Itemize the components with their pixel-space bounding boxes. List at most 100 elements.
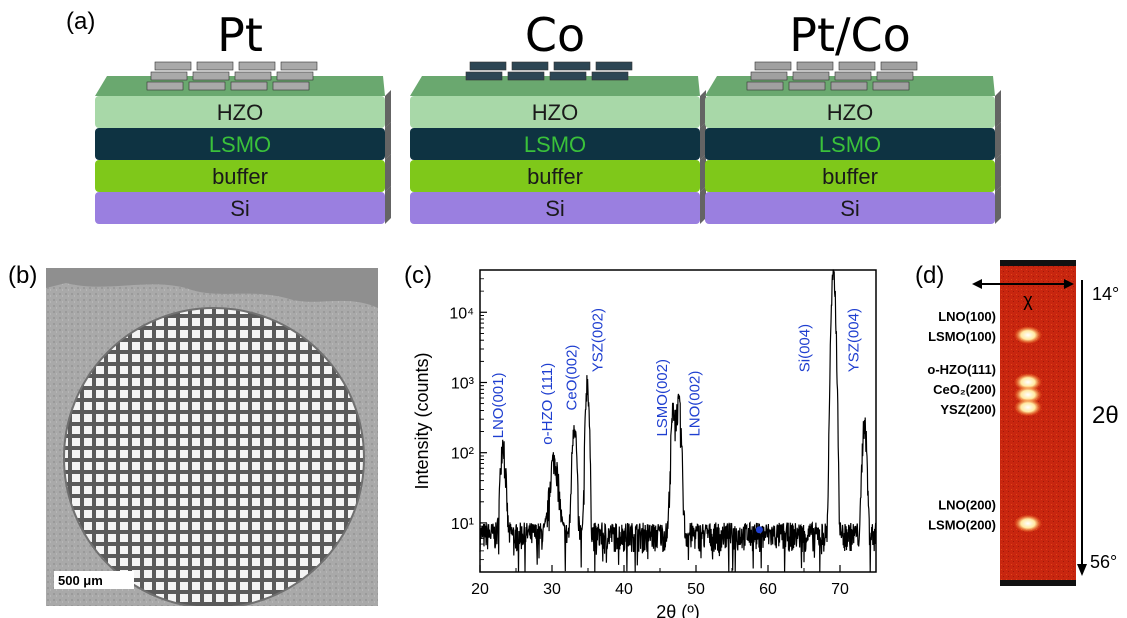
phase-label: LSMO(200) <box>928 517 996 532</box>
layer-label-buffer: buffer <box>822 164 878 189</box>
two-theta-label: 2θ <box>1092 402 1119 429</box>
stack-2: HZO LSMO buffer Si <box>705 61 1001 224</box>
layer-buffer <box>705 160 995 192</box>
panel-b: 500 μm <box>46 268 378 609</box>
x-axis-label: 2θ (º) <box>656 602 700 618</box>
electrode-pad <box>272 81 310 91</box>
electrode-pad <box>549 71 587 81</box>
detector-image <box>1000 260 1076 586</box>
electrode-pad <box>154 61 192 71</box>
electrode-pad <box>834 71 872 81</box>
phase-label: LNO(100) <box>938 309 996 324</box>
electrode-pad <box>788 81 826 91</box>
panel-a-label: (a) <box>66 8 96 35</box>
layer-lsmo <box>95 128 385 160</box>
xrd-signal <box>479 269 877 573</box>
peak-annotation: Si(004) <box>797 324 814 372</box>
stack-title-0: Pt <box>217 8 263 62</box>
electrode-pad <box>595 61 633 71</box>
electrode-pad <box>838 61 876 71</box>
electrode-pad <box>792 71 830 81</box>
layer-label-lsmo: LSMO <box>209 132 271 157</box>
electrode-pad <box>754 61 792 71</box>
layer-label-si: Si <box>545 196 565 221</box>
peak-annotation: LNO(001) <box>490 373 507 439</box>
y-tick-label: 10¹ <box>451 516 474 533</box>
layer-si <box>410 192 700 224</box>
layer-label-lsmo: LSMO <box>819 132 881 157</box>
panel-d-detector: LNO(100) LSMO(100) o-HZO(111) CeO₂(200) YSZ(… <box>927 260 1119 586</box>
panel-c-label: (c) <box>404 262 432 289</box>
electrode-pad <box>511 61 549 71</box>
layer-buffer <box>95 160 385 192</box>
x-tick-label: 30 <box>543 581 561 598</box>
electrode-pad <box>280 61 318 71</box>
x-tick-label: 40 <box>615 581 633 598</box>
electrode-pad <box>880 61 918 71</box>
data-marker <box>755 526 763 534</box>
x-tick-label: 60 <box>759 581 777 598</box>
layer-si <box>705 192 995 224</box>
top-angle-label: 14° <box>1092 284 1119 304</box>
diffraction-spot <box>1014 385 1042 404</box>
phase-label: LNO(200) <box>938 497 996 512</box>
electrode-pad <box>872 81 910 91</box>
plot-frame <box>479 269 877 573</box>
diffraction-spot <box>1014 326 1042 345</box>
phase-label: o-HZO(111) <box>927 362 996 377</box>
diffraction-spot <box>1014 514 1042 533</box>
electrode-pad <box>746 81 784 91</box>
electrode-pad <box>192 71 230 81</box>
layer-label-lsmo: LSMO <box>524 132 586 157</box>
electrode-pad <box>196 61 234 71</box>
x-tick-label: 50 <box>687 581 705 598</box>
layer-si <box>95 192 385 224</box>
electrode-pad <box>507 71 545 81</box>
layer-lsmo <box>410 128 700 160</box>
diffraction-spot <box>1014 373 1042 392</box>
y-tick-label: 10³ <box>451 375 475 392</box>
electrode-pad <box>188 81 226 91</box>
x-tick-label: 20 <box>471 581 489 598</box>
array-micrograph: 500 μm <box>46 268 378 609</box>
electrode-pad <box>591 71 629 81</box>
stack-title-1: Co <box>524 8 586 62</box>
electrode-pad <box>234 71 272 81</box>
stack-title-2: Pt/Co <box>789 8 911 62</box>
electrode-pad <box>830 81 868 91</box>
peak-annotation: CeO(002) <box>563 345 580 411</box>
stack-0: HZO LSMO buffer Si <box>95 61 391 224</box>
panel-a: Pt HZO LSMO buffer Si Co HZO LSMO buffer Si Pt/Co H… <box>0 0 1127 230</box>
peak-annotation: o-HZO (111) <box>539 363 556 445</box>
electrode-pad <box>230 81 268 91</box>
chi-label: χ <box>1023 290 1033 310</box>
xrd-chart: 20 30 40 50 60 70 10¹ 10² 10³ 10⁴ 2θ (º) Intensity … <box>412 269 877 618</box>
layer-label-hzo: HZO <box>217 100 263 125</box>
stack-1: HZO LSMO buffer Si <box>410 61 706 224</box>
layer-label-si: Si <box>230 196 250 221</box>
electrode-pad <box>150 71 188 81</box>
scale-bar-label: 500 μm <box>58 573 103 588</box>
y-tick-label: 10² <box>451 446 475 463</box>
layer-hzo <box>705 96 995 128</box>
layer-label-hzo: HZO <box>827 100 873 125</box>
peak-annotation: YSZ(004) <box>846 308 863 372</box>
electrode-pad <box>276 71 314 81</box>
electrode-pad <box>469 61 507 71</box>
electrode-pad <box>876 71 914 81</box>
bottom-angle-label: 56° <box>1090 552 1117 572</box>
electrode-pad <box>796 61 834 71</box>
electrode-pad <box>238 61 276 71</box>
peak-annotation: YSZ(002) <box>589 308 606 372</box>
y-axis-label: Intensity (counts) <box>412 352 432 489</box>
layer-label-buffer: buffer <box>527 164 583 189</box>
panel-d-label: (d) <box>915 262 945 289</box>
electrode-pad <box>750 71 788 81</box>
layer-label-hzo: HZO <box>532 100 578 125</box>
phase-label: YSZ(200) <box>940 402 996 417</box>
electrode-pad <box>553 61 591 71</box>
panel-b-label: (b) <box>8 262 38 289</box>
y-tick-label: 10⁴ <box>449 305 474 322</box>
layer-buffer <box>410 160 700 192</box>
layer-hzo <box>410 96 700 128</box>
